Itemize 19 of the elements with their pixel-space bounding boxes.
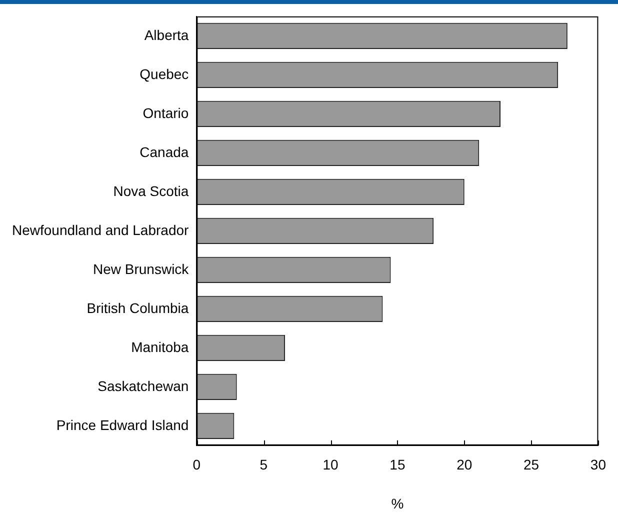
- x-tick-label: 20: [456, 456, 472, 473]
- y-tick-label: Manitoba: [131, 338, 189, 355]
- y-tick-label: Canada: [140, 144, 189, 160]
- y-tick-label: British Columbia: [86, 300, 189, 316]
- x-tick-label: 25: [524, 456, 540, 473]
- x-tick-label: 10: [322, 456, 339, 473]
- y-tick-label: Alberta: [144, 26, 189, 43]
- y-tick-label: Nova Scotia: [113, 182, 189, 199]
- y-tick-label: Newfoundland and Labrador: [12, 222, 190, 238]
- x-tick-label: 5: [260, 456, 268, 473]
- y-tick-label: New Brunswick: [92, 260, 190, 277]
- x-tick-label: 0: [192, 456, 201, 473]
- x-axis-title: %: [391, 495, 404, 512]
- y-tick-label: Quebec: [140, 66, 189, 82]
- y-tick-label: Prince Edward Island: [56, 416, 189, 433]
- x-tick-label: 30: [590, 456, 606, 473]
- x-tick-label: 15: [390, 456, 406, 473]
- y-tick-label: Saskatchewan: [98, 378, 189, 394]
- y-tick-label: Ontario: [142, 104, 189, 121]
